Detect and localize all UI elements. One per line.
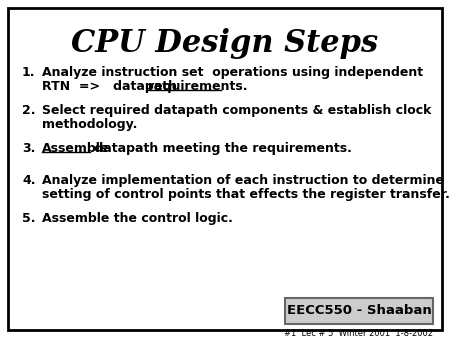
Text: 2.: 2. <box>22 104 36 117</box>
Text: 1.: 1. <box>22 66 36 79</box>
Text: requirements.: requirements. <box>148 80 248 93</box>
Text: Analyze instruction set  operations using independent: Analyze instruction set operations using… <box>42 66 423 79</box>
Text: RTN  =>   datapath: RTN => datapath <box>42 80 181 93</box>
Text: 5.: 5. <box>22 212 36 225</box>
Text: Assemble: Assemble <box>42 142 109 155</box>
FancyBboxPatch shape <box>285 298 433 324</box>
Text: Analyze implementation of each instruction to determine: Analyze implementation of each instructi… <box>42 174 444 187</box>
Text: Select required datapath components & establish clock: Select required datapath components & es… <box>42 104 432 117</box>
Text: 4.: 4. <box>22 174 36 187</box>
Text: Assemble the control logic.: Assemble the control logic. <box>42 212 233 225</box>
Text: setting of control points that effects the register transfer.: setting of control points that effects t… <box>42 188 450 201</box>
Text: datapath meeting the requirements.: datapath meeting the requirements. <box>90 142 352 155</box>
Text: 3.: 3. <box>22 142 36 155</box>
FancyBboxPatch shape <box>8 8 442 330</box>
Text: methodology.: methodology. <box>42 118 137 131</box>
Text: #1  Lec # 5  Winter 2001  1-8-2002: #1 Lec # 5 Winter 2001 1-8-2002 <box>284 329 433 338</box>
Text: EECC550 - Shaaban: EECC550 - Shaaban <box>287 304 432 316</box>
Text: CPU Design Steps: CPU Design Steps <box>72 28 378 59</box>
